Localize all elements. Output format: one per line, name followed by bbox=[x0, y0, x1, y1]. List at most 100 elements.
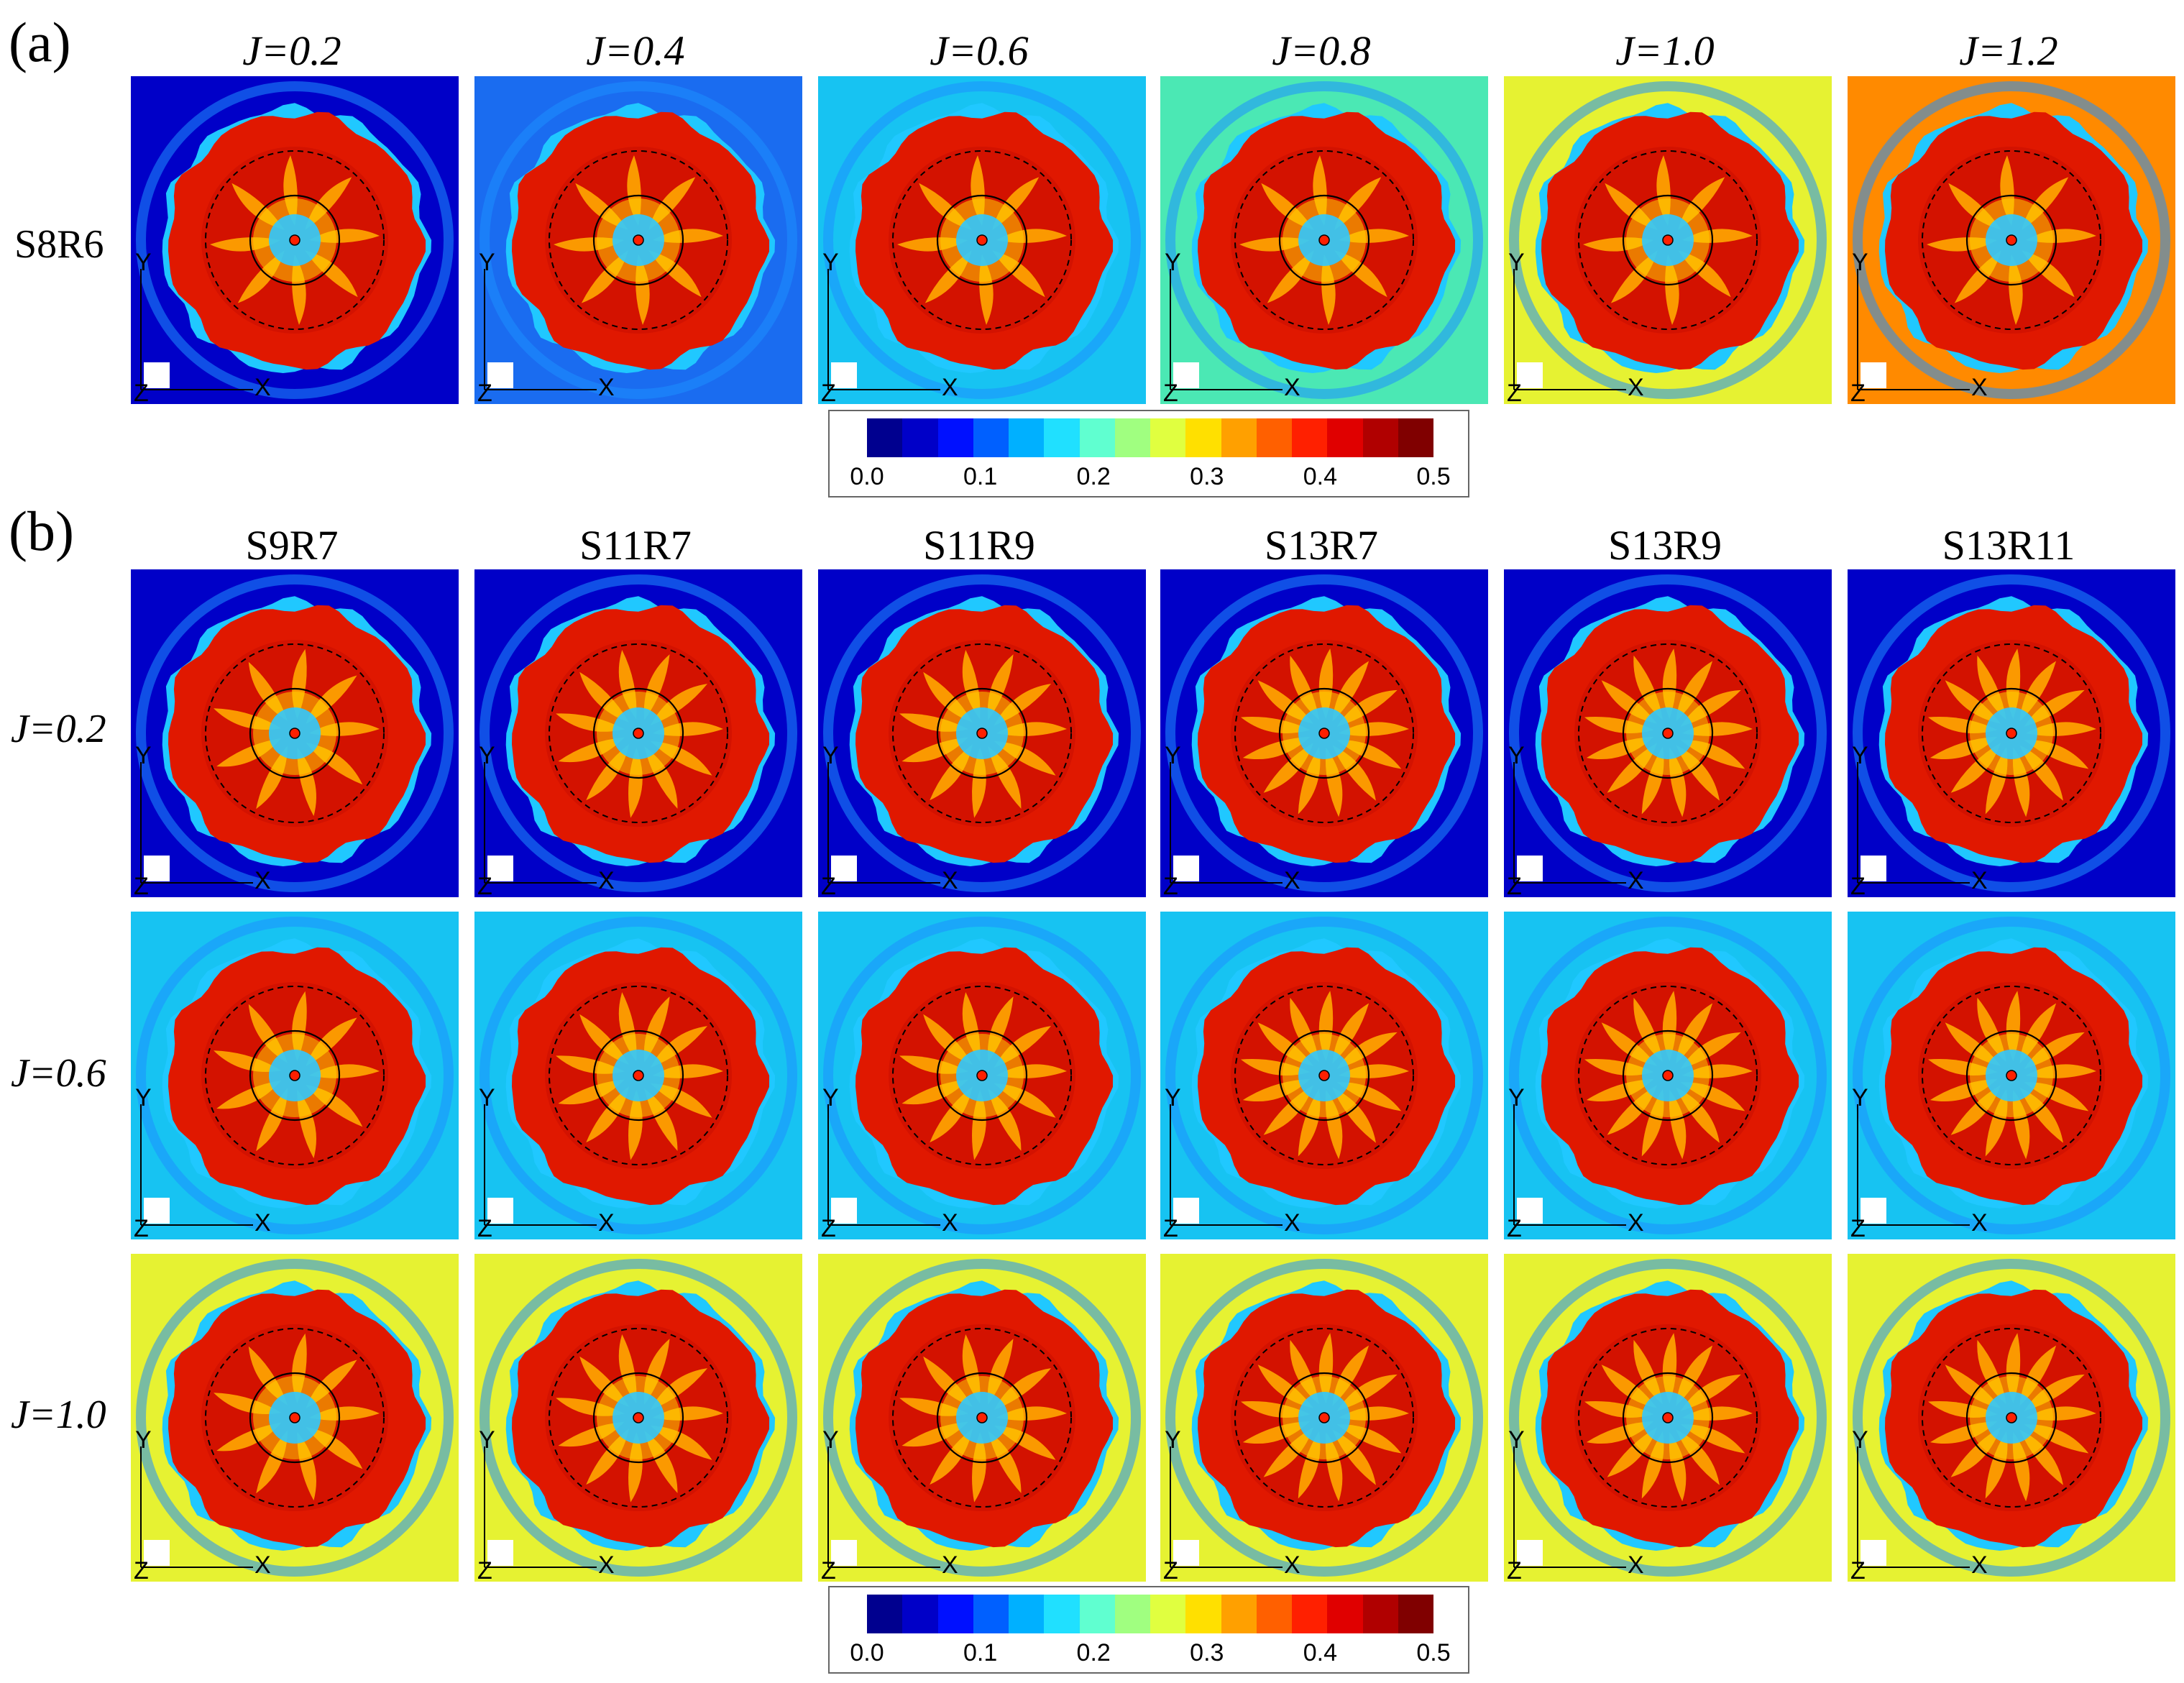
contour-plot bbox=[818, 912, 1146, 1239]
hub-center bbox=[633, 234, 644, 246]
contour-panel: X Y Z bbox=[474, 1254, 802, 1582]
wake-ring bbox=[823, 917, 1141, 1234]
wake-ring bbox=[1853, 574, 2170, 892]
z-axis-label: Z bbox=[1507, 873, 1522, 897]
reference-circle-solid bbox=[249, 194, 341, 286]
hub-center bbox=[1662, 1412, 1674, 1423]
reference-circle-solid bbox=[1278, 687, 1370, 779]
reference-circle-dashed bbox=[892, 1328, 1072, 1508]
z-axis-label: Z bbox=[1850, 380, 1866, 404]
origin-box bbox=[1173, 856, 1199, 881]
wake-ring bbox=[480, 81, 797, 399]
reference-circle-dashed bbox=[1922, 150, 2101, 330]
contour-panel: X Y Z bbox=[1848, 912, 2175, 1239]
wake-ring bbox=[1165, 81, 1483, 399]
z-axis-label: Z bbox=[134, 1215, 149, 1239]
contour-plot bbox=[1160, 76, 1488, 404]
contour-panel: X Y Z bbox=[474, 569, 802, 897]
colorbar-b: 0.0 0.1 0.2 0.3 0.4 0.5 bbox=[828, 1586, 1469, 1674]
y-axis-label: Y bbox=[135, 742, 152, 769]
reference-circle-solid bbox=[592, 1372, 684, 1464]
reference-circle-dashed bbox=[892, 643, 1072, 823]
contour-panel: X Y Z bbox=[1160, 76, 1488, 404]
reference-circle-dashed bbox=[1578, 643, 1758, 823]
z-axis-label: Z bbox=[477, 873, 492, 897]
reference-circle-solid bbox=[1622, 1372, 1714, 1464]
reference-circle-dashed bbox=[1234, 150, 1414, 330]
contour-panel: X Y Z bbox=[1160, 569, 1488, 897]
hub-center bbox=[976, 234, 988, 246]
origin-box bbox=[1517, 1198, 1543, 1224]
origin-box bbox=[144, 1540, 170, 1566]
colorbar-tick-label: 0.2 bbox=[1076, 463, 1111, 490]
x-axis-label: X bbox=[942, 374, 958, 401]
col-title-a-3: J=0.8 bbox=[1272, 27, 1371, 74]
contour-plot bbox=[474, 76, 802, 404]
contour-plot bbox=[131, 569, 459, 897]
colorbar-tick-label: 0.2 bbox=[1076, 1639, 1111, 1666]
colorbar-tick-label: 0.4 bbox=[1303, 1639, 1338, 1666]
x-axis-label: X bbox=[254, 867, 271, 894]
origin-box bbox=[831, 1540, 857, 1566]
colorbar-swatch bbox=[1292, 1595, 1328, 1633]
reference-circle-solid bbox=[1965, 1372, 2057, 1464]
reference-circle-dashed bbox=[549, 643, 728, 823]
contour-panel: X Y Z bbox=[1504, 76, 1832, 404]
z-axis-label: Z bbox=[1850, 873, 1866, 897]
wake-ring bbox=[1509, 1259, 1827, 1577]
reference-circle-dashed bbox=[205, 150, 385, 330]
reference-circle-solid bbox=[936, 1029, 1028, 1122]
wake-ring bbox=[480, 917, 797, 1234]
y-axis-label: Y bbox=[479, 1084, 495, 1111]
colorbar-tick-label: 0.3 bbox=[1190, 1639, 1224, 1666]
colorbar-swatch bbox=[1009, 1595, 1045, 1633]
col-title-a-1: J=0.4 bbox=[586, 27, 685, 74]
colorbar-swatch bbox=[1256, 1595, 1292, 1633]
z-axis-label: Z bbox=[1850, 1215, 1866, 1239]
hub-center bbox=[1662, 234, 1674, 246]
x-axis-label: X bbox=[942, 1551, 958, 1579]
y-axis-label: Y bbox=[1165, 249, 1181, 276]
contour-panel: X Y Z bbox=[131, 569, 459, 897]
x-axis-label: X bbox=[1284, 1209, 1300, 1237]
reference-circle-solid bbox=[1622, 1029, 1714, 1122]
wake-ring bbox=[136, 1259, 454, 1577]
reference-circle-solid bbox=[1622, 687, 1714, 779]
hub-center bbox=[976, 1070, 988, 1081]
z-axis-label: Z bbox=[1163, 1557, 1178, 1582]
hub-center bbox=[976, 1412, 988, 1423]
colorbar-swatch bbox=[1256, 418, 1292, 457]
colorbar-a: 0.0 0.1 0.2 0.3 0.4 0.5 bbox=[828, 410, 1469, 497]
x-axis-label: X bbox=[1971, 1209, 1988, 1237]
y-axis-label: Y bbox=[135, 249, 152, 276]
contour-panel: X Y Z bbox=[474, 76, 802, 404]
y-axis-label: Y bbox=[1165, 1084, 1181, 1111]
reference-circle-dashed bbox=[892, 150, 1072, 330]
origin-box bbox=[487, 362, 513, 388]
wake-ring bbox=[136, 574, 454, 892]
contour-plot bbox=[131, 76, 459, 404]
reference-circle-solid bbox=[1965, 687, 2057, 779]
colorbar-tick-label: 0.0 bbox=[850, 463, 884, 490]
contour-plot bbox=[1160, 912, 1488, 1239]
reference-circle-dashed bbox=[1234, 643, 1414, 823]
hub-center bbox=[289, 234, 300, 246]
z-axis-label: Z bbox=[1507, 1557, 1522, 1582]
origin-box bbox=[1173, 1540, 1199, 1566]
x-axis-label: X bbox=[1971, 867, 1988, 894]
contour-panel: X Y Z bbox=[818, 912, 1146, 1239]
origin-box bbox=[1860, 1540, 1886, 1566]
colorbar-b-strip bbox=[867, 1595, 1433, 1633]
colorbar-swatch bbox=[1362, 418, 1398, 457]
origin-box bbox=[1517, 856, 1543, 881]
row-label-s8r6: S8R6 bbox=[14, 222, 104, 267]
contour-plot bbox=[818, 569, 1146, 897]
hub-center bbox=[1662, 1070, 1674, 1081]
colorbar-tick-label: 0.5 bbox=[1416, 463, 1451, 490]
contour-plot bbox=[1848, 912, 2175, 1239]
contour-panel: X Y Z bbox=[1160, 912, 1488, 1239]
colorbar-swatch bbox=[1150, 418, 1186, 457]
hub-center bbox=[289, 728, 300, 739]
y-axis-label: Y bbox=[479, 1426, 495, 1454]
colorbar-swatch bbox=[1079, 418, 1115, 457]
